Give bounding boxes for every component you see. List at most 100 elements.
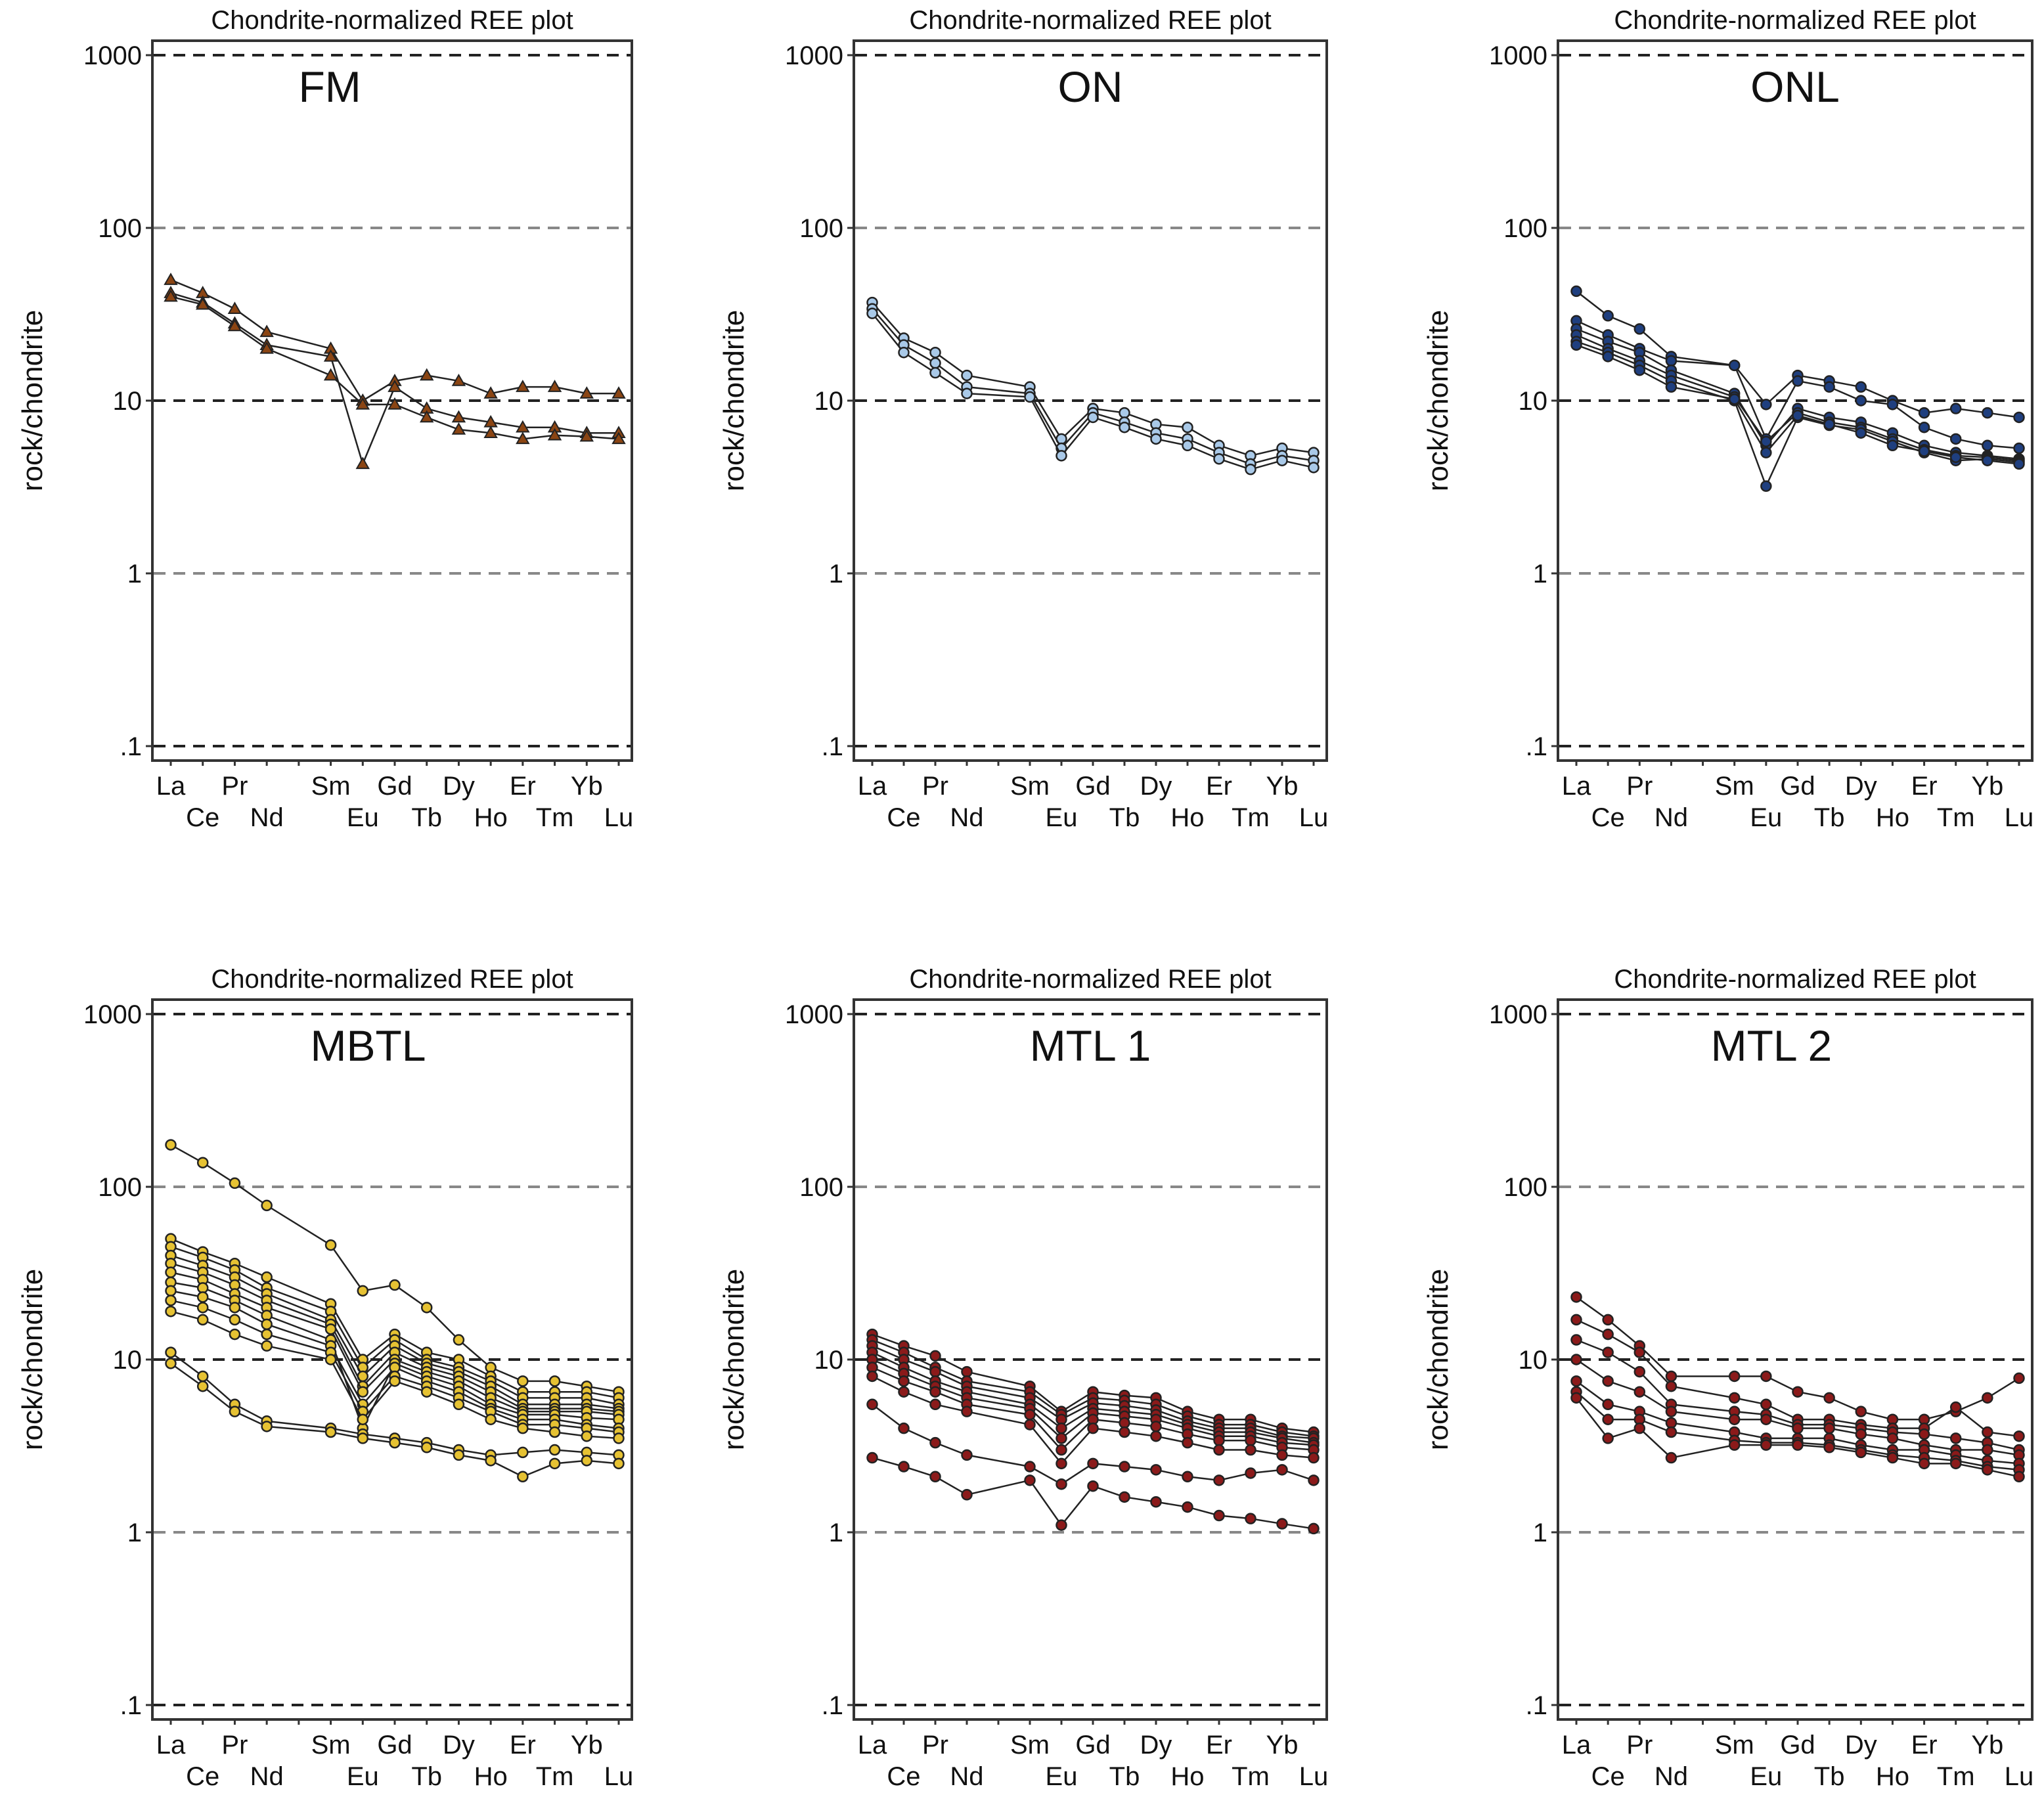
data-point xyxy=(1886,399,1899,410)
x-tick-label: Tm xyxy=(536,803,574,832)
data-point xyxy=(389,1436,401,1449)
data-point xyxy=(419,410,434,423)
data-point xyxy=(961,369,973,382)
data-point xyxy=(1150,1421,1162,1432)
data-point xyxy=(961,1365,973,1378)
data-point xyxy=(1245,1513,1256,1524)
data-point xyxy=(420,1386,433,1398)
data-point xyxy=(1949,433,1962,445)
data-point xyxy=(1855,1428,1867,1440)
data-point xyxy=(229,1177,241,1189)
data-point xyxy=(1213,1509,1225,1522)
data-point xyxy=(1728,1439,1741,1451)
data-point xyxy=(389,1279,401,1291)
x-tick-label: Tb xyxy=(1109,1762,1140,1791)
data-point xyxy=(1602,1413,1614,1425)
data-point xyxy=(1308,462,1320,474)
x-tick-label: Ce xyxy=(186,803,219,832)
x-tick-label: Nd xyxy=(1655,1762,1688,1791)
x-tick-label: Yb xyxy=(1266,772,1299,801)
x-tick-label: Ce xyxy=(887,803,920,832)
data-point xyxy=(1665,355,1677,367)
y-tick-label: .1 xyxy=(120,1691,142,1720)
x-tick-label: Pr xyxy=(221,1731,248,1760)
data-point xyxy=(547,428,562,441)
data-point xyxy=(261,1199,273,1212)
data-point xyxy=(1823,381,1835,393)
data-point xyxy=(1792,1439,1804,1451)
y-axis-label: rock/chondrite xyxy=(1422,1269,1454,1450)
y-axis-label: rock/chondrite xyxy=(718,1269,750,1450)
x-tick-label: Nd xyxy=(1655,803,1688,832)
data-point xyxy=(1918,407,1930,419)
y-tick-label: 10 xyxy=(814,387,844,416)
data-point xyxy=(613,1457,625,1470)
x-tick-label: Lu xyxy=(604,803,634,832)
data-point xyxy=(1665,1380,1677,1392)
y-tick-label: 100 xyxy=(799,1173,843,1202)
data-point xyxy=(1633,1386,1646,1398)
data-point xyxy=(1886,1432,1899,1444)
data-point xyxy=(1055,1444,1067,1456)
data-point xyxy=(1855,395,1867,407)
y-tick-label: .1 xyxy=(1526,1691,1547,1720)
data-point xyxy=(1760,1413,1772,1425)
series-onl-6 xyxy=(1570,339,2025,470)
data-point xyxy=(259,324,274,338)
data-point xyxy=(1087,1457,1099,1470)
series-line xyxy=(170,296,619,440)
x-tick-label: Er xyxy=(510,772,536,801)
data-point xyxy=(227,319,242,332)
data-point xyxy=(357,1386,369,1398)
x-tick-label: Dy xyxy=(1845,772,1877,801)
x-tick-label: Tb xyxy=(1814,803,1845,832)
data-point xyxy=(323,368,338,381)
data-point xyxy=(389,1375,401,1387)
x-tick-label: Sm xyxy=(1010,772,1050,801)
x-tick-label: Sm xyxy=(311,1731,351,1760)
data-point xyxy=(165,1358,177,1369)
x-tick-label: Tb xyxy=(1109,803,1140,832)
data-point xyxy=(2013,442,2025,454)
series-mtl2-4 xyxy=(1570,1354,2025,1461)
series-onl-2 xyxy=(1570,315,2025,454)
x-tick-label: Tb xyxy=(411,803,442,832)
x-tick-label: Lu xyxy=(2005,1762,2034,1791)
y-tick-label: .1 xyxy=(822,1691,843,1720)
x-tick-label: Ce xyxy=(887,1762,920,1791)
data-point xyxy=(961,1406,973,1417)
data-point xyxy=(165,1139,177,1151)
x-tick-label: Ho xyxy=(1876,1762,1909,1791)
x-tick-label: Dy xyxy=(1140,772,1172,801)
data-point xyxy=(453,1398,465,1411)
data-point xyxy=(355,397,370,410)
data-point xyxy=(196,1302,209,1314)
data-point xyxy=(1949,1401,1962,1413)
x-tick-label: Gd xyxy=(1075,1731,1110,1760)
data-point xyxy=(1982,1426,1993,1438)
data-point xyxy=(229,1314,241,1326)
data-point xyxy=(420,1442,433,1453)
x-tick-label: Eu xyxy=(347,803,379,832)
data-point xyxy=(1087,1480,1099,1492)
data-point xyxy=(1760,399,1772,410)
data-point xyxy=(1760,447,1772,458)
y-tick-label: 10 xyxy=(1519,387,1548,416)
series-mtl1-7 xyxy=(866,1370,1320,1470)
y-tick-label: .1 xyxy=(822,732,843,761)
series-line xyxy=(872,308,1314,465)
data-point xyxy=(1308,1474,1320,1486)
panel-mtl-1: Chondrite-normalized REE plot 1000 100 10 1.… xyxy=(718,965,1328,1791)
data-point xyxy=(581,1430,593,1442)
y-axis-label: rock/chondrite xyxy=(1422,310,1454,491)
data-point xyxy=(485,1455,497,1467)
data-point xyxy=(2013,411,2025,424)
x-tick-label: Sm xyxy=(1010,1731,1050,1760)
data-point xyxy=(419,368,434,381)
data-point xyxy=(1087,1422,1099,1434)
data-point xyxy=(1602,351,1614,363)
data-point xyxy=(1024,1461,1036,1473)
data-point xyxy=(1633,1365,1646,1378)
data-point xyxy=(1728,359,1741,372)
data-point xyxy=(451,410,466,423)
